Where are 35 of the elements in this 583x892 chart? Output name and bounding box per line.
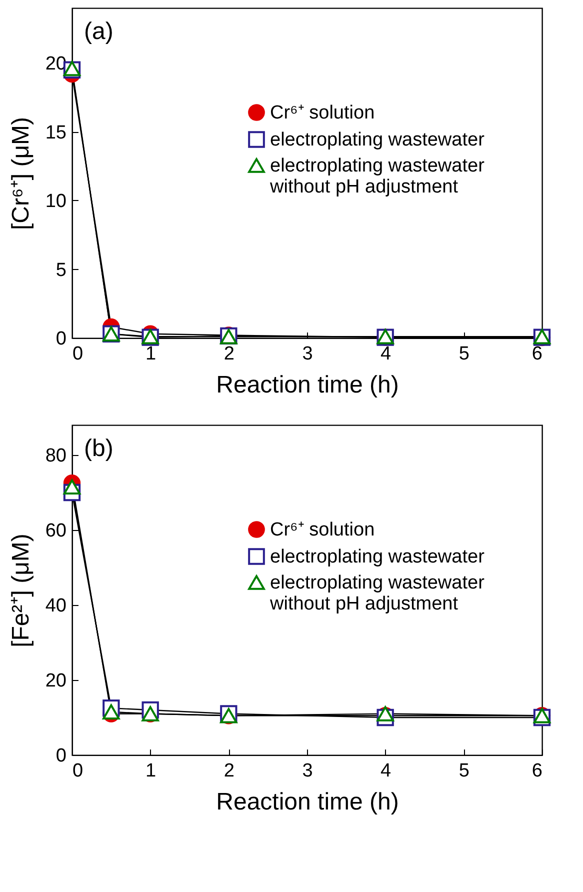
x-tick-label: 1 — [146, 760, 156, 782]
y-tick-label: 60 — [45, 520, 66, 542]
x-tick-label: 5 — [458, 760, 470, 782]
y-tick-label: 10 — [45, 191, 66, 212]
x-tick-label: 4 — [380, 760, 392, 782]
legend-label: Cr⁶⁺ solution — [270, 520, 375, 540]
legend-label: electroplating wastewater — [270, 546, 486, 568]
y-tick-label: 0 — [56, 328, 66, 350]
x-tick-label: 2 — [224, 760, 234, 782]
annotation: (b) — [84, 435, 114, 462]
x-tick-label: 0 — [72, 344, 84, 364]
y-tick-label: 80 — [45, 446, 66, 466]
y-tick-label: 15 — [45, 122, 66, 144]
x-axis-title: Reaction time (h) — [216, 788, 399, 816]
x-axis-title: Reaction time (h) — [216, 372, 399, 398]
annotation: (a) — [84, 18, 114, 45]
x-tick-label: 5 — [458, 344, 470, 364]
legend-label: electroplating wastewater — [270, 130, 486, 150]
legend-label: electroplating wastewater without pH adjustment — [269, 156, 486, 198]
x-tick-label: 2 — [224, 344, 234, 364]
x-tick-label: 4 — [380, 344, 392, 364]
y-tick-label: 0 — [56, 746, 66, 766]
y-tick-label: 40 — [45, 596, 66, 616]
x-tick-label: 3 — [302, 760, 313, 782]
legend-label: electroplating wastewater without pH adjustment — [269, 572, 486, 614]
legend-label: Cr⁶⁺ solution — [270, 102, 375, 124]
x-tick-label: 0 — [72, 760, 84, 782]
x-tick-label: 6 — [532, 760, 542, 782]
x-tick-label: 6 — [532, 344, 542, 364]
y-axis-title: [Cr⁶⁺] (μM) — [7, 116, 34, 230]
x-tick-label: 1 — [146, 344, 156, 364]
y-axis-title: [Fe²⁺] (μM) — [7, 534, 34, 648]
x-tick-label: 3 — [302, 344, 313, 364]
y-tick-label: 5 — [56, 260, 66, 281]
y-tick-label: 20 — [45, 670, 66, 692]
